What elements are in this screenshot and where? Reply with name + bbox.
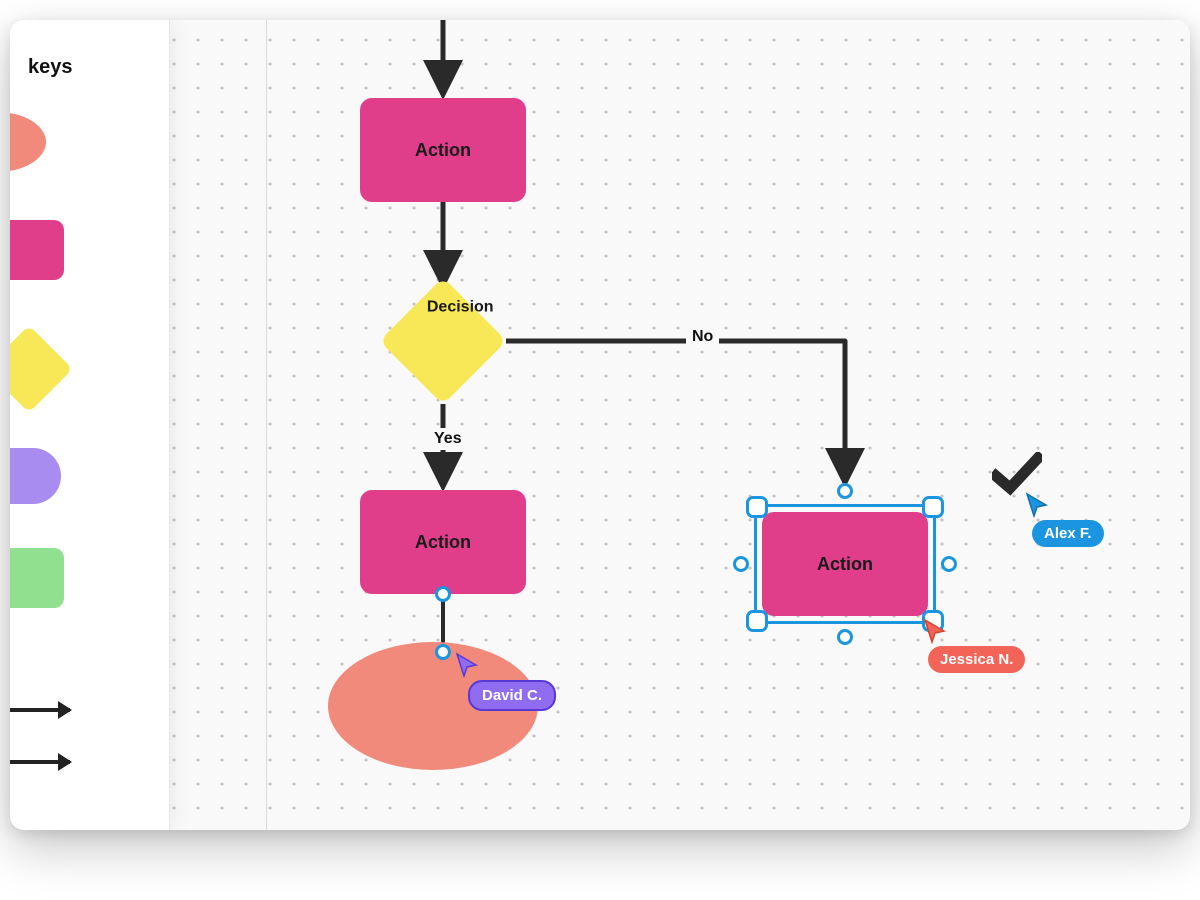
- palette-arrow-2[interactable]: [10, 760, 70, 764]
- collab-tag: David C.: [468, 680, 556, 711]
- panel-divider: [266, 20, 267, 830]
- node-decision[interactable]: Decision: [398, 296, 488, 386]
- cursor-icon: [1024, 492, 1050, 518]
- shape-palette-sidebar: keys: [10, 20, 170, 830]
- node-action-2[interactable]: Action: [360, 490, 526, 594]
- palette-action-rect[interactable]: [10, 220, 64, 280]
- palette-terminator-ellipse[interactable]: [10, 112, 46, 172]
- palette-pill[interactable]: [10, 448, 61, 504]
- node-label: Action: [817, 554, 873, 575]
- collab-tag: Alex F.: [1032, 520, 1104, 547]
- edge-label-yes: Yes: [428, 428, 468, 450]
- collab-cursor-david: David C.: [454, 652, 556, 711]
- node-label: Decision: [427, 298, 494, 316]
- collab-cursor-jessica: Jessica N.: [922, 618, 1025, 673]
- cursor-icon: [922, 618, 948, 644]
- connection-port-action2-bottom[interactable]: [435, 586, 451, 602]
- node-action-3-selected[interactable]: Action: [762, 512, 928, 616]
- edge-label-no: No: [686, 326, 719, 348]
- connection-port-terminator-top[interactable]: [435, 644, 451, 660]
- canvas-dot-grid[interactable]: [10, 20, 1190, 830]
- app-frame: keys Action Decision Action Action: [10, 20, 1190, 830]
- palette-subprocess-rect[interactable]: [10, 548, 64, 608]
- collab-cursor-alex: Alex F.: [1024, 492, 1104, 547]
- collab-tag: Jessica N.: [928, 646, 1025, 673]
- node-action-1[interactable]: Action: [360, 98, 526, 202]
- palette-arrow-1[interactable]: [10, 708, 70, 712]
- cursor-icon: [454, 652, 480, 678]
- palette-decision-diamond[interactable]: [10, 325, 73, 413]
- node-label: Action: [415, 532, 471, 553]
- node-label: Action: [415, 140, 471, 161]
- sidebar-title: keys: [28, 56, 73, 79]
